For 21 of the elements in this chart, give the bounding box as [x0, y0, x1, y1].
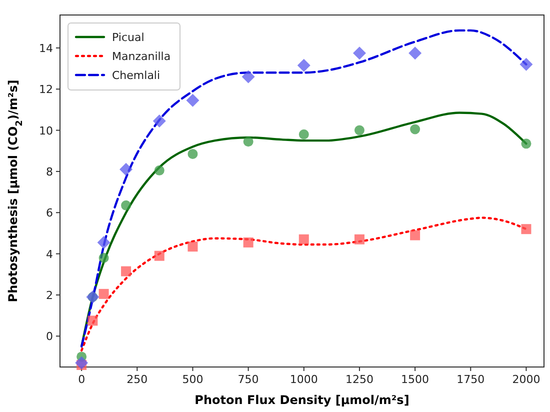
x-axis-title: Photon Flux Density [µmol/m²s]	[194, 393, 410, 407]
y-tick-label: 4	[46, 248, 53, 261]
x-tick-label: 0	[78, 373, 86, 386]
x-tick-label: 1000	[290, 373, 318, 386]
y-tick-label: 6	[46, 206, 53, 220]
legend-label: Chemlali	[112, 69, 160, 82]
y-tick-label: 8	[46, 165, 53, 178]
y-tick-label: 10	[39, 124, 53, 138]
y-tick-label: 12	[39, 83, 53, 96]
y-tick-label: 2	[46, 288, 53, 302]
x-tick-label: 250	[126, 373, 148, 386]
x-tick-label: 1500	[401, 373, 430, 386]
x-tick-label: 500	[182, 373, 204, 386]
x-tick-label: 2000	[512, 373, 540, 386]
y-tick-label: 0	[46, 330, 53, 344]
legend-label: Picual	[112, 31, 144, 44]
legend-label: Manzanilla	[112, 50, 171, 63]
x-tick-label: 750	[238, 373, 259, 386]
x-tick-label: 1250	[345, 373, 374, 386]
y-tick-label: 14	[39, 42, 53, 55]
x-tick-label: 1750	[456, 373, 485, 386]
